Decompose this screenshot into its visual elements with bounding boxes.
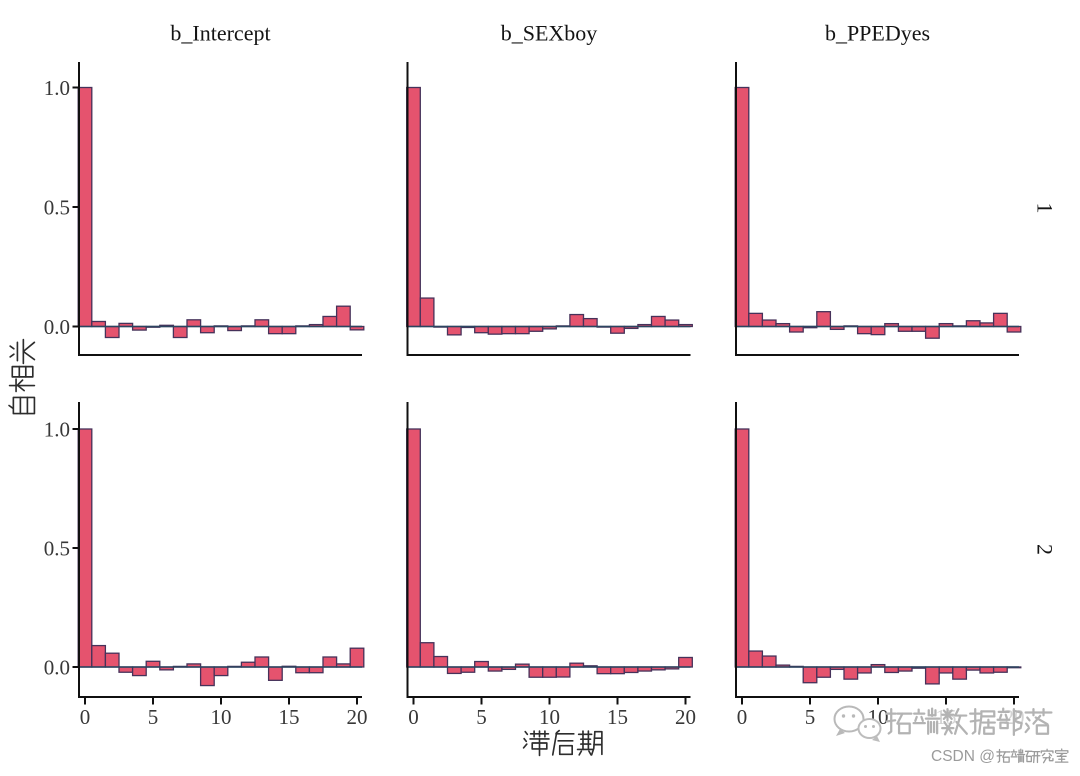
svg-text:20: 20 (347, 705, 368, 729)
svg-text:10: 10 (211, 705, 232, 729)
svg-text:1.0: 1.0 (44, 76, 70, 100)
svg-text:0.0: 0.0 (44, 655, 70, 679)
svg-text:b_Intercept: b_Intercept (170, 21, 270, 46)
svg-text:0: 0 (408, 705, 419, 729)
svg-text:15: 15 (279, 705, 300, 729)
svg-text:5: 5 (148, 705, 159, 729)
svg-text:1.0: 1.0 (44, 417, 70, 441)
svg-text:0: 0 (737, 705, 748, 729)
svg-text:20: 20 (675, 705, 696, 729)
svg-text:b_SEXboy: b_SEXboy (501, 21, 598, 46)
svg-text:1: 1 (1033, 203, 1058, 214)
svg-text:5: 5 (805, 705, 816, 729)
svg-text:0.5: 0.5 (44, 536, 70, 560)
svg-text:b_PPEDyes: b_PPEDyes (825, 21, 930, 46)
svg-text:CSDN @: CSDN @ (931, 748, 995, 765)
svg-text:0: 0 (80, 705, 91, 729)
svg-text:10: 10 (539, 705, 560, 729)
svg-text:5: 5 (476, 705, 487, 729)
svg-text:0.5: 0.5 (44, 195, 70, 219)
svg-text:2: 2 (1033, 544, 1058, 555)
svg-text:0.0: 0.0 (44, 315, 70, 339)
svg-text:15: 15 (607, 705, 628, 729)
